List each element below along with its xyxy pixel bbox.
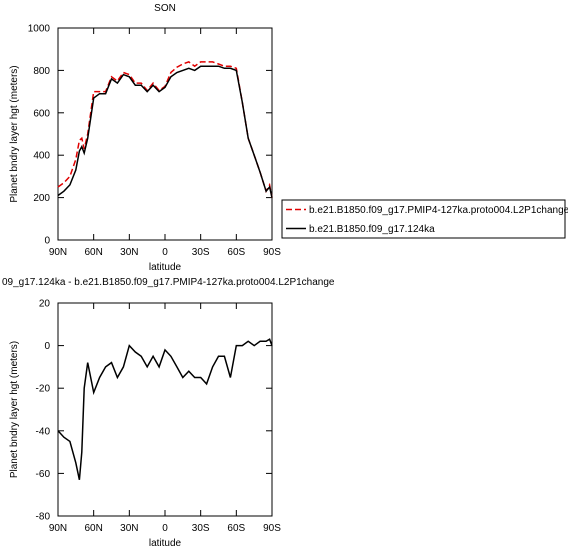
x-tick-label: 90N xyxy=(49,247,67,258)
y-tick-label: 0 xyxy=(44,236,50,247)
x-tick-label: 60S xyxy=(227,523,245,534)
x-tick-label: 90N xyxy=(49,523,67,534)
data-line xyxy=(57,338,273,480)
legend-box xyxy=(281,199,566,239)
y-axis-label: Planet bndry layer hgt (meters) xyxy=(9,341,20,478)
x-tick-label: 60N xyxy=(84,523,102,534)
y-tick-label: 400 xyxy=(33,151,50,162)
x-tick-label: 30N xyxy=(120,523,138,534)
plot-frame xyxy=(57,302,273,517)
y-tick-label: -20 xyxy=(36,384,51,395)
x-tick-label: 0 xyxy=(162,247,168,258)
data-line xyxy=(57,65,273,198)
x-axis-label: latitude xyxy=(149,262,182,273)
x-tick-label: 30S xyxy=(192,523,210,534)
y-axis-label: Planet bndry layer hgt (meters) xyxy=(9,65,20,202)
y-tick-label: -60 xyxy=(36,469,51,480)
y-tick-label: 1000 xyxy=(28,24,51,35)
x-tick-label: 60N xyxy=(84,247,102,258)
data-line xyxy=(57,61,273,198)
y-tick-label: 600 xyxy=(33,108,50,119)
legend-label: b.e21.B1850.f09_g17.124ka xyxy=(309,224,435,235)
chart-title: 09_g17.124ka - b.e21.B1850.f09_g17.PMIP4… xyxy=(2,277,335,288)
x-tick-label: 60S xyxy=(227,247,245,258)
y-tick-label: 20 xyxy=(39,299,51,310)
legend-label: b.e21.B1850.f09_g17.PMIP4-127ka.proto004… xyxy=(309,205,568,216)
x-tick-label: 0 xyxy=(162,523,168,534)
x-axis-label: latitude xyxy=(149,538,182,549)
y-tick-label: 800 xyxy=(33,66,50,77)
y-tick-label: -40 xyxy=(36,426,51,437)
x-tick-label: 30N xyxy=(120,247,138,258)
y-tick-label: 0 xyxy=(44,341,50,352)
chart-title: SON xyxy=(154,3,176,14)
x-tick-label: 90S xyxy=(263,247,281,258)
x-tick-label: 30S xyxy=(192,247,210,258)
y-tick-label: 200 xyxy=(33,193,50,204)
x-tick-label: 90S xyxy=(263,523,281,534)
plot-frame xyxy=(57,27,273,241)
y-tick-label: -80 xyxy=(36,512,51,523)
